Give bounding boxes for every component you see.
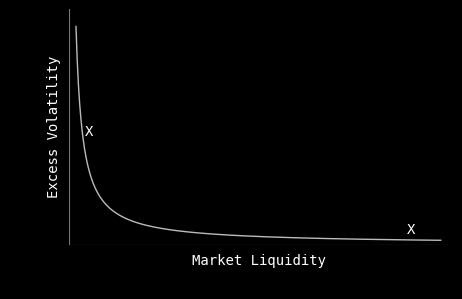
Text: X: X <box>407 222 416 237</box>
Y-axis label: Excess Volatility: Excess Volatility <box>47 56 61 198</box>
Text: X: X <box>85 125 94 139</box>
X-axis label: Market Liquidity: Market Liquidity <box>192 254 326 268</box>
